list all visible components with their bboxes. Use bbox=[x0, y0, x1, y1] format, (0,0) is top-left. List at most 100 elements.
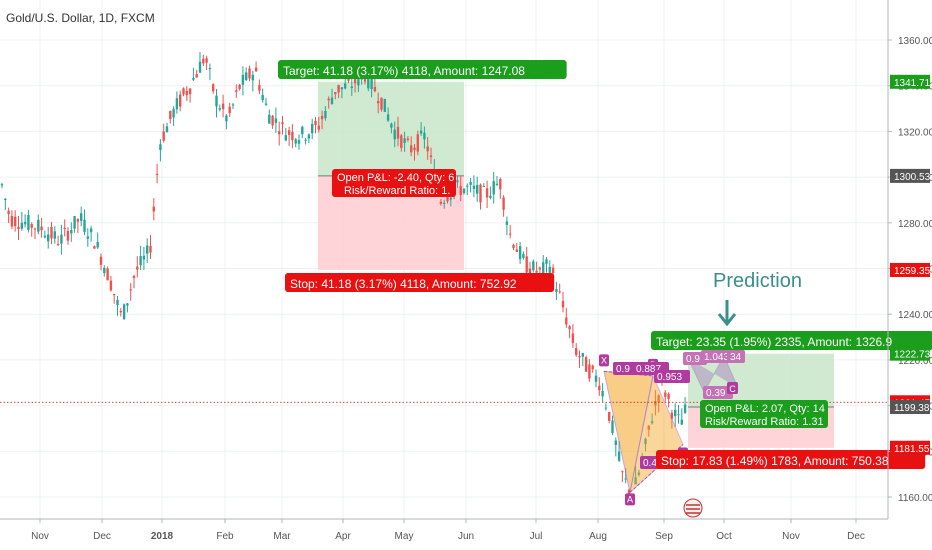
projection-ratio-bg bbox=[703, 386, 733, 399]
x-tick-label: May bbox=[395, 531, 414, 542]
candle-body bbox=[149, 245, 152, 253]
candle-body bbox=[86, 236, 89, 239]
candle-body bbox=[192, 77, 195, 80]
candle-body bbox=[245, 72, 248, 81]
candle-body bbox=[188, 88, 192, 95]
candle-body bbox=[182, 88, 185, 95]
candle-body bbox=[136, 266, 139, 270]
candle-body bbox=[258, 85, 261, 91]
candle-body bbox=[400, 135, 403, 148]
candle-body bbox=[680, 419, 683, 425]
candle-body bbox=[83, 219, 86, 232]
candle-body bbox=[459, 186, 462, 195]
candle-body bbox=[60, 234, 63, 244]
candle-body bbox=[330, 97, 334, 104]
candle-body bbox=[307, 134, 311, 139]
candle-body bbox=[10, 215, 14, 227]
candle-body bbox=[324, 110, 327, 119]
candle-body bbox=[476, 184, 479, 194]
candle-body bbox=[132, 276, 136, 279]
projection-ratio-label: 0.9 bbox=[686, 354, 700, 365]
candle-body bbox=[683, 404, 687, 413]
candle-body bbox=[218, 108, 221, 110]
price-label: 1181.55 bbox=[894, 444, 930, 455]
candle-body bbox=[565, 317, 568, 325]
candle-body bbox=[225, 115, 228, 122]
candle-body bbox=[601, 390, 604, 397]
x-tick-label: Apr bbox=[335, 531, 351, 542]
candle-body bbox=[535, 270, 538, 273]
candle-body bbox=[380, 97, 383, 110]
candle-body bbox=[235, 90, 238, 92]
candle-body bbox=[525, 256, 528, 273]
candle-body bbox=[584, 357, 588, 372]
candle-body bbox=[456, 180, 459, 183]
candle-body bbox=[370, 76, 373, 90]
candle-body bbox=[297, 140, 301, 144]
candle-body bbox=[515, 249, 518, 252]
projection-point-label: C bbox=[729, 384, 736, 394]
candle-body bbox=[281, 122, 284, 125]
projection-point-bg bbox=[727, 382, 738, 394]
candle-body bbox=[594, 375, 598, 382]
candle-body bbox=[542, 262, 545, 275]
position1-rr-text: Risk/Reward Ratio: 1. bbox=[344, 185, 450, 197]
candle-body bbox=[208, 67, 212, 70]
candle-body bbox=[20, 222, 23, 229]
candle-body bbox=[485, 188, 489, 198]
candle-body bbox=[284, 135, 287, 141]
pattern-ratio-label: 0.887 bbox=[636, 364, 661, 375]
candle-body bbox=[571, 333, 575, 344]
candle-body bbox=[205, 58, 208, 63]
candle-body bbox=[393, 129, 396, 140]
candle-body bbox=[278, 131, 281, 135]
candle-body bbox=[357, 73, 360, 86]
candle-body bbox=[627, 489, 631, 496]
pattern-point-label: A bbox=[627, 494, 633, 504]
candle-body bbox=[142, 255, 146, 260]
candle-body bbox=[116, 299, 119, 306]
candle-body bbox=[248, 68, 251, 79]
price-label: 1300.53 bbox=[894, 172, 931, 183]
candle-body bbox=[17, 226, 20, 230]
price-label: 1222.73 bbox=[894, 350, 931, 361]
candle-body bbox=[215, 95, 218, 107]
candle-body bbox=[637, 472, 641, 475]
position2-pnl-bg bbox=[700, 400, 828, 428]
y-tick-label: 1360.00 bbox=[898, 36, 932, 47]
pattern-xb-line bbox=[603, 370, 654, 377]
candle-body bbox=[103, 267, 106, 274]
candle-body bbox=[152, 206, 155, 212]
candle-body bbox=[608, 412, 611, 421]
candle-body bbox=[70, 230, 73, 234]
candle-body bbox=[195, 74, 198, 78]
y-tick-label: 1160.00 bbox=[898, 493, 932, 504]
position2-stop-badge: Stop: 17.83 (1.49%) 1783, Amount: 750.38 bbox=[661, 454, 889, 468]
candle-body bbox=[43, 235, 47, 238]
candle-body bbox=[344, 83, 347, 89]
candle-body bbox=[228, 106, 231, 114]
projection-path bbox=[687, 354, 739, 394]
position2-pnl-text: Open P&L: 2.07, Qty: 14 bbox=[705, 403, 825, 415]
candle-body bbox=[172, 108, 175, 118]
candle-body bbox=[386, 114, 390, 121]
candle-body bbox=[617, 451, 621, 461]
pattern-ratio-label: 0.953 bbox=[657, 372, 682, 383]
pattern-ratio-bg bbox=[613, 362, 637, 375]
candle-body bbox=[7, 210, 10, 215]
candle-body bbox=[604, 407, 608, 409]
candle-body bbox=[4, 198, 7, 200]
x-tick-label: Dec bbox=[93, 531, 111, 542]
candle-body bbox=[53, 231, 56, 239]
candle-body bbox=[634, 477, 637, 485]
candle-body bbox=[373, 86, 377, 92]
candle-body bbox=[119, 310, 122, 313]
candle-body bbox=[340, 87, 344, 90]
projection-ratio-label: 1.043 bbox=[704, 352, 729, 363]
y-tick-label: 1320.00 bbox=[898, 127, 932, 138]
pattern-ratio-label: 0.9 bbox=[616, 364, 630, 375]
candle-body bbox=[495, 183, 499, 185]
candle-body bbox=[624, 478, 627, 480]
price-label-bg bbox=[890, 74, 930, 89]
candle-body bbox=[654, 401, 657, 406]
